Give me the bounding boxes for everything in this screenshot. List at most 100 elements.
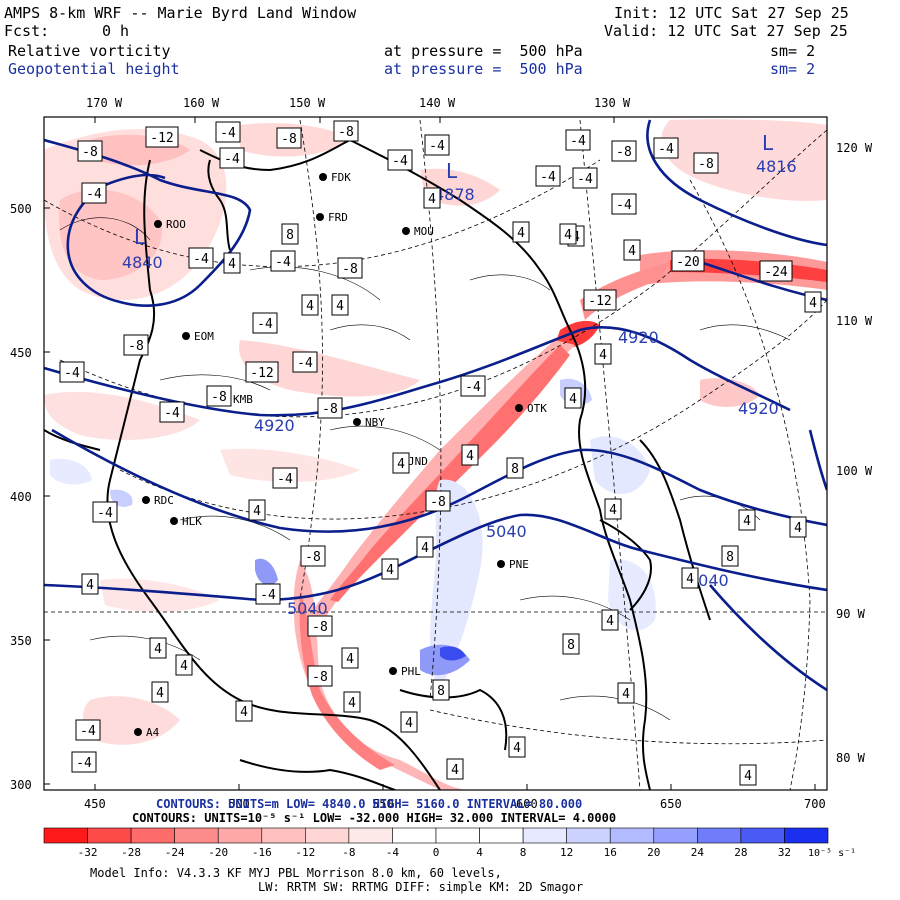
- grid-label: 500: [10, 202, 32, 216]
- station-dot: [353, 418, 361, 426]
- value-box-text: -8: [342, 262, 358, 277]
- value-box-frame: [562, 633, 580, 655]
- grid-label: 600: [516, 797, 538, 811]
- value-box-text: -4: [97, 506, 113, 521]
- lon-label: 80 W: [836, 751, 866, 765]
- value-box-text: -8: [211, 390, 227, 405]
- value-box-text: 4: [599, 348, 607, 363]
- value-box-frame: [300, 545, 326, 567]
- colorbar-swatch: [697, 827, 742, 844]
- colorbar-swatch: [43, 827, 88, 844]
- value-box-text: -8: [312, 620, 328, 635]
- vorticity-value-box: 4: [223, 252, 241, 274]
- vorticity-value-box: 4: [423, 187, 441, 209]
- value-box-frame: [739, 764, 757, 786]
- vorticity-value-box: -4: [272, 467, 298, 489]
- value-box-text: -4: [86, 187, 102, 202]
- colorbar-tick-label: 20: [647, 846, 660, 859]
- vorticity-value-box: 4: [559, 223, 577, 245]
- low-pressure-marker: L: [762, 131, 774, 155]
- vorticity-labels-layer: -12 -4 -8 -8 -4 -4 -4 -8 -4 -8 -4 -4 -4 4 4 4 -12 -20 -24 4…: [59, 120, 822, 786]
- value-box-text: -8: [338, 125, 354, 140]
- map-frame: [43, 116, 828, 791]
- vorticity-value-box: -8: [611, 140, 637, 162]
- value-box-frame: [446, 758, 464, 780]
- colorbar-tick-label: -24: [165, 846, 185, 859]
- station-id: FRD: [328, 211, 348, 224]
- colorbar-swatch: [87, 827, 132, 844]
- value-box-text: 4: [622, 687, 630, 702]
- colorbar-tick-label: 24: [691, 846, 705, 859]
- value-box-text: -4: [616, 198, 632, 213]
- low-pressure-marker: L: [134, 225, 146, 249]
- value-box-frame: [248, 499, 266, 521]
- station-marker: A4: [134, 726, 160, 739]
- value-box-text: 8: [511, 462, 519, 477]
- grid-label: 650: [660, 797, 682, 811]
- station-dot: [389, 667, 397, 675]
- value-box-text: -8: [698, 157, 714, 172]
- field2-name: Geopotential height: [8, 60, 180, 78]
- vorticity-value-box: 4: [381, 558, 399, 580]
- station-marker: RDC: [142, 494, 174, 507]
- value-box-frame: [425, 490, 451, 512]
- value-box-text: 4: [609, 503, 617, 518]
- station-marker: MOU: [402, 225, 434, 238]
- vorticity-value-box: -8: [317, 397, 343, 419]
- vorticity-value-box: -12: [583, 289, 617, 311]
- value-box-frame: [272, 467, 298, 489]
- value-box-text: -4: [260, 588, 276, 603]
- station-marker: PHL: [389, 665, 421, 678]
- station-dot: [316, 213, 324, 221]
- height-value-label: 4920: [254, 416, 295, 435]
- vorticity-value-box: -4: [92, 501, 118, 523]
- vorticity-value-box: -4: [188, 247, 214, 269]
- lon-label: 110 W: [836, 314, 873, 328]
- colorbar-swatch: [566, 827, 611, 844]
- vorticity-value-box: 4: [301, 294, 319, 316]
- vorticity-value-box: -8: [300, 545, 326, 567]
- value-box-frame: [623, 239, 641, 261]
- station-id: PNE: [509, 558, 529, 571]
- vorticity-value-box: -4: [159, 401, 185, 423]
- value-box-text: -4: [76, 756, 92, 771]
- vorticity-value-box: -4: [255, 583, 281, 605]
- vorticity-value-box: -4: [215, 121, 241, 143]
- value-box-text: 4: [564, 228, 572, 243]
- value-box-frame: [149, 637, 167, 659]
- value-box-frame: [565, 129, 591, 151]
- value-box-frame: [681, 567, 699, 589]
- value-box-text: 4: [405, 716, 413, 731]
- value-box-text: 4: [743, 514, 751, 529]
- vorticity-contours: [59, 217, 791, 721]
- vorticity-value-box: -4: [252, 312, 278, 334]
- colorbar-tick-label: 28: [734, 846, 747, 859]
- vorticity-value-box: 4: [564, 387, 582, 409]
- value-box-frame: [583, 289, 617, 311]
- vorticity-value-box: 8: [721, 545, 739, 567]
- value-box-frame: [175, 654, 193, 676]
- value-box-frame: [301, 294, 319, 316]
- value-box-text: -4: [540, 170, 556, 185]
- value-box-frame: [759, 260, 793, 282]
- value-box-text: 4: [569, 392, 577, 407]
- value-box-text: -12: [250, 366, 273, 381]
- vorticity-value-box: 4: [681, 567, 699, 589]
- value-box-text: 4: [386, 563, 394, 578]
- vorticity-value-box: 8: [281, 223, 299, 245]
- grid-label: 500: [228, 797, 250, 811]
- station-id: EOM: [194, 330, 214, 343]
- value-box-frame: [423, 187, 441, 209]
- station-id: FDK: [331, 171, 351, 184]
- value-box-frame: [594, 343, 612, 365]
- colorbar-tick-label: 4: [476, 846, 483, 859]
- station-id: A4: [146, 726, 160, 739]
- value-box-frame: [317, 397, 343, 419]
- value-box-text: -4: [275, 255, 291, 270]
- vorticity-value-box: -4: [424, 134, 450, 156]
- value-box-frame: [535, 165, 561, 187]
- vorticity-value-box: -4: [460, 375, 486, 397]
- vorticity-value-box: 4: [508, 736, 526, 758]
- station-id: HLK: [182, 515, 202, 528]
- value-box-text: -24: [764, 265, 788, 280]
